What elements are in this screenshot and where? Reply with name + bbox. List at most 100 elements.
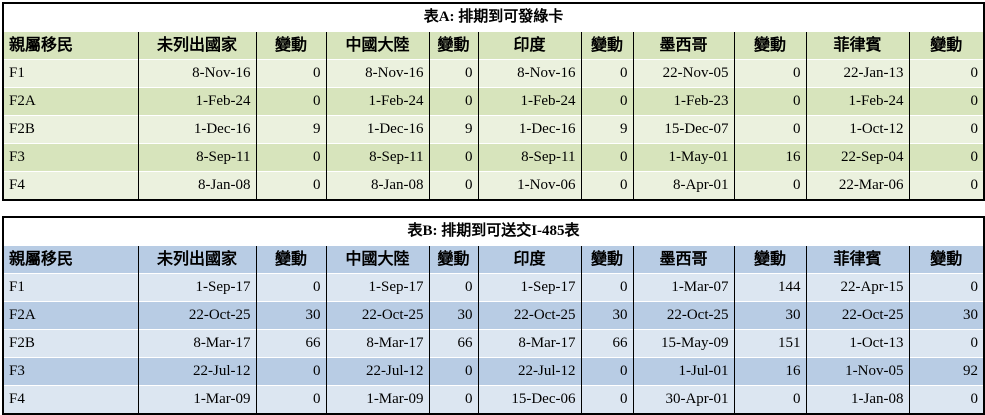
- data-cell: 0: [255, 171, 326, 200]
- table-row: F2A 22-Oct-25 30 22-Oct-25 30 22-Oct-25 30 22-O…: [3, 301, 985, 330]
- column-header: 親屬移民: [3, 245, 138, 274]
- data-cell: 0: [428, 357, 478, 386]
- data-cell: 30: [580, 301, 633, 330]
- data-cell: 92: [908, 357, 985, 386]
- column-header: 變動: [733, 245, 806, 274]
- row-label-cell: F1: [3, 273, 138, 302]
- data-cell: 0: [580, 143, 633, 172]
- data-cell: 15-May-09: [632, 329, 734, 358]
- data-cell: 0: [733, 385, 806, 414]
- data-cell: 8-Sep-11: [325, 143, 429, 172]
- data-cell: 0: [908, 87, 984, 116]
- data-cell: 30: [733, 301, 806, 330]
- data-cell: 0: [733, 59, 806, 88]
- data-cell: 1-Sep-17: [325, 273, 429, 302]
- data-cell: 1-Mar-09: [137, 385, 256, 414]
- data-cell: 30: [255, 301, 326, 330]
- data-cell: 8-Nov-16: [477, 59, 581, 88]
- data-cell: 1-Dec-16: [477, 115, 581, 144]
- table-row: F1 8-Nov-16 0 8-Nov-16 0 8-Nov-16 0 22-Nov-05 0 2…: [3, 59, 984, 88]
- column-header: 墨西哥: [632, 31, 734, 60]
- data-cell: 22-Apr-15: [805, 273, 909, 302]
- data-cell: 1-May-01: [632, 143, 734, 172]
- data-cell: 1-Nov-06: [477, 171, 581, 200]
- data-cell: 0: [428, 273, 478, 302]
- data-cell: 0: [255, 357, 326, 386]
- row-label-cell: F4: [3, 171, 138, 200]
- data-cell: 22-Jul-12: [477, 357, 581, 386]
- column-header: 印度: [477, 245, 581, 274]
- column-header: 墨西哥: [632, 245, 734, 274]
- table-title-row-B: 表B: 排期到可送交I-485表: [3, 217, 985, 246]
- data-cell: 1-Feb-23: [632, 87, 734, 116]
- data-cell: 22-Mar-06: [805, 171, 909, 200]
- data-cell: 66: [255, 329, 326, 358]
- data-cell: 0: [255, 143, 326, 172]
- data-cell: 22-Sep-04: [805, 143, 909, 172]
- data-cell: 0: [255, 59, 326, 88]
- data-cell: 1-Sep-17: [137, 273, 256, 302]
- data-cell: 1-Oct-12: [805, 115, 909, 144]
- i485-table-container: 表B: 排期到可送交I-485表 親屬移民 未列出國家 變動 中國大陸 變動 印度 變動 墨西哥…: [2, 216, 985, 415]
- data-cell: 0: [908, 143, 984, 172]
- column-header: 變動: [733, 31, 806, 60]
- data-cell: 0: [908, 329, 985, 358]
- data-cell: 0: [580, 171, 633, 200]
- data-cell: 0: [580, 357, 633, 386]
- data-cell: 0: [428, 59, 478, 88]
- data-cell: 22-Jul-12: [325, 357, 429, 386]
- data-cell: 22-Nov-05: [632, 59, 734, 88]
- data-cell: 9: [428, 115, 478, 144]
- data-cell: 0: [580, 385, 633, 414]
- data-cell: 1-Nov-05: [805, 357, 909, 386]
- data-cell: 30: [908, 301, 985, 330]
- column-header: 變動: [580, 245, 633, 274]
- data-cell: 22-Jul-12: [137, 357, 256, 386]
- row-label-cell: F2A: [3, 301, 138, 330]
- data-cell: 1-Jan-08: [805, 385, 909, 414]
- table-row: F4 8-Jan-08 0 8-Jan-08 0 1-Nov-06 0 8-Apr-01 0 22…: [3, 171, 984, 200]
- row-label-cell: F3: [3, 357, 138, 386]
- data-cell: 16: [733, 357, 806, 386]
- data-cell: 0: [908, 273, 985, 302]
- data-cell: 1-Dec-16: [137, 115, 256, 144]
- header-row-A: 親屬移民 未列出國家 變動 中國大陸 變動 印度 變動 墨西哥 變動 菲律賓 變動: [3, 31, 984, 60]
- data-cell: 8-Jan-08: [137, 171, 256, 200]
- header-row-B: 親屬移民 未列出國家 變動 中國大陸 變動 印度 變動 墨西哥 變動 菲律賓 變動: [3, 245, 985, 274]
- data-cell: 0: [580, 273, 633, 302]
- data-cell: 8-Sep-11: [477, 143, 581, 172]
- row-label-cell: F2B: [3, 115, 138, 144]
- data-cell: 1-Feb-24: [325, 87, 429, 116]
- table-row: F2B 1-Dec-16 9 1-Dec-16 9 1-Dec-16 9 15-Dec-07 0…: [3, 115, 984, 144]
- table-row: F2A 1-Feb-24 0 1-Feb-24 0 1-Feb-24 0 1-Feb-23 0 1…: [3, 87, 984, 116]
- column-header: 中國大陸: [325, 245, 429, 274]
- data-cell: 1-Oct-13: [805, 329, 909, 358]
- data-cell: 22-Oct-25: [477, 301, 581, 330]
- table-row: F4 1-Mar-09 0 1-Mar-09 0 15-Dec-06 0 30-Apr-01 0…: [3, 385, 985, 414]
- data-cell: 0: [733, 115, 806, 144]
- data-cell: 1-Jul-01: [632, 357, 734, 386]
- data-cell: 1-Mar-09: [325, 385, 429, 414]
- data-cell: 1-Feb-24: [137, 87, 256, 116]
- data-cell: 1-Feb-24: [805, 87, 909, 116]
- data-cell: 0: [908, 115, 984, 144]
- column-header: 未列出國家: [137, 31, 256, 60]
- data-cell: 0: [908, 59, 984, 88]
- visa-table-B: 表B: 排期到可送交I-485表 親屬移民 未列出國家 變動 中國大陸 變動 印度 變動 墨西哥…: [2, 216, 985, 415]
- data-cell: 1-Mar-07: [632, 273, 734, 302]
- data-cell: 0: [580, 87, 633, 116]
- data-cell: 1-Feb-24: [477, 87, 581, 116]
- data-cell: 8-Mar-17: [325, 329, 429, 358]
- data-cell: 15-Dec-07: [632, 115, 734, 144]
- data-cell: 8-Jan-08: [325, 171, 429, 200]
- data-cell: 0: [580, 59, 633, 88]
- data-cell: 0: [255, 87, 326, 116]
- row-label-cell: F3: [3, 143, 138, 172]
- row-label-cell: F1: [3, 59, 138, 88]
- data-cell: 1-Sep-17: [477, 273, 581, 302]
- data-cell: 0: [908, 385, 985, 414]
- column-header: 變動: [428, 31, 478, 60]
- data-cell: 8-Nov-16: [325, 59, 429, 88]
- data-cell: 144: [733, 273, 806, 302]
- data-cell: 0: [733, 87, 806, 116]
